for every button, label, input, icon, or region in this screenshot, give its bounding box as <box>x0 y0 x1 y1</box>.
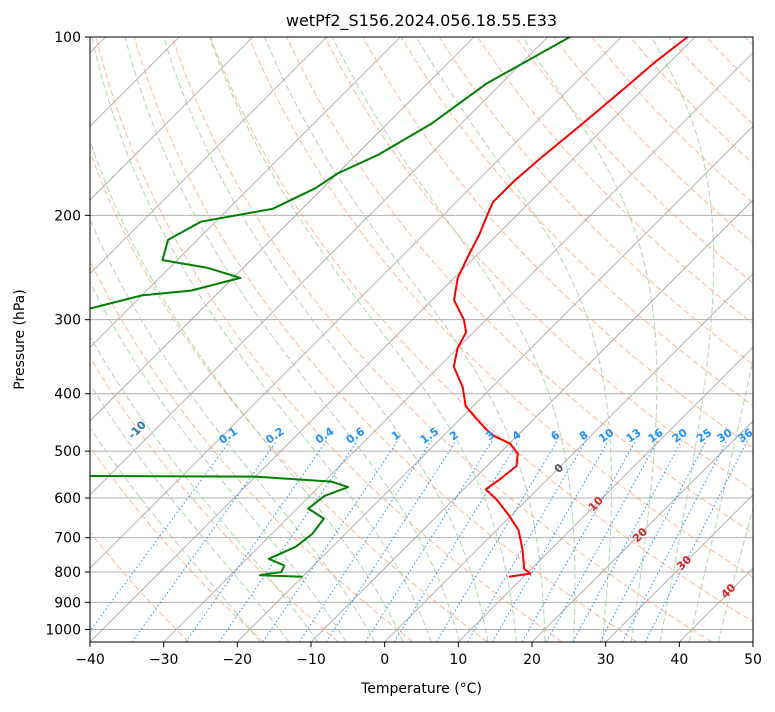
x-tick-label: −20 <box>223 652 253 668</box>
y-tick-label: 800 <box>54 565 81 581</box>
x-tick-label: 20 <box>523 652 541 668</box>
x-tick-label: 10 <box>449 652 467 668</box>
y-tick-label: 200 <box>54 208 81 224</box>
x-tick-label: 30 <box>597 652 615 668</box>
x-tick-label: 0 <box>380 652 389 668</box>
chart-title: wetPf2_S156.2024.056.18.55.E33 <box>286 11 557 31</box>
y-tick-label: 1000 <box>45 622 81 638</box>
y-tick-label: 100 <box>54 30 81 46</box>
x-tick-label: 50 <box>744 652 762 668</box>
y-tick-label: 600 <box>54 491 81 507</box>
y-tick-label: 900 <box>54 595 81 611</box>
x-tick-label: 40 <box>670 652 688 668</box>
y-tick-label: 500 <box>54 444 81 460</box>
y-tick-label: 300 <box>54 313 81 329</box>
y-axis-label: Pressure (hPa) <box>12 289 28 389</box>
x-tick-label: −40 <box>75 652 105 668</box>
x-tick-label: −10 <box>296 652 326 668</box>
y-tick-label: 700 <box>54 531 81 547</box>
y-tick-label: 400 <box>54 387 81 403</box>
x-tick-label: −30 <box>149 652 179 668</box>
x-axis-label: Temperature (°C) <box>360 681 482 697</box>
